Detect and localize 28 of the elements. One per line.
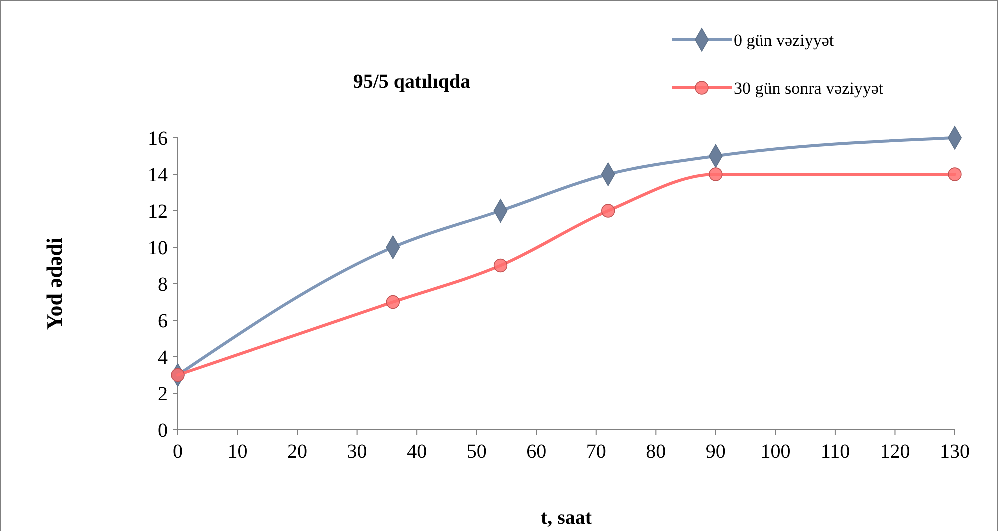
x-axis-title: t, saat	[540, 507, 592, 529]
y-axis-title: Yod ədədi	[42, 238, 67, 330]
y-tick-label: 8	[158, 274, 168, 296]
y-tick-label: 0	[158, 420, 168, 442]
x-tick-label: 60	[526, 441, 547, 463]
x-tick-label: 90	[706, 441, 726, 463]
y-tick-label: 12	[148, 201, 168, 223]
y-tick-label: 2	[158, 384, 168, 406]
y-tick-label: 6	[158, 310, 168, 332]
x-tick-label: 120	[880, 441, 910, 463]
x-tick-label: 20	[288, 441, 308, 463]
x-tick-label: 30	[347, 441, 368, 463]
chart-title: 95/5 qatılıqda	[353, 71, 471, 93]
x-tick-label: 10	[228, 441, 248, 463]
x-tick-label: 50	[466, 441, 487, 463]
x-tick-label: 80	[646, 441, 666, 463]
x-tick-label: 40	[407, 441, 428, 463]
y-tick-label: 14	[148, 164, 168, 186]
x-tick-label: 70	[586, 441, 606, 463]
legend-label: 30 gün sonra vəziyyət	[734, 78, 884, 98]
y-tick-label: 16	[148, 128, 168, 150]
legend-label: 0 gün vəziyyət	[734, 30, 834, 50]
y-tick-label: 4	[158, 347, 168, 369]
x-tick-label: 130	[940, 441, 970, 463]
x-tick-label: 110	[820, 441, 850, 463]
x-tick-label: 0	[173, 441, 183, 463]
x-tick-label: 100	[760, 441, 791, 463]
y-tick-label: 10	[148, 238, 168, 260]
